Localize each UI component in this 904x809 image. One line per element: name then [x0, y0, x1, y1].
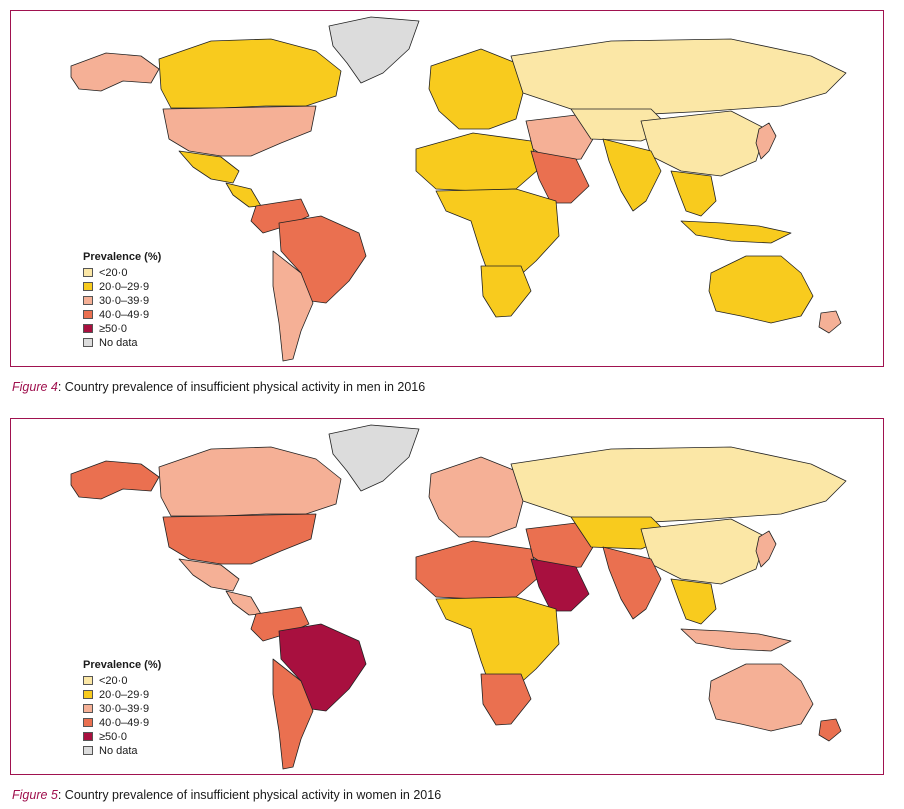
- figure-5-title: : Country prevalence of insufficient phy…: [57, 788, 442, 802]
- region-south-america-south: [272, 250, 314, 362]
- legend-item: ≥50·0: [83, 730, 193, 743]
- region-north-america: [178, 150, 240, 184]
- region-central-america: [225, 182, 262, 208]
- region-india: [602, 138, 662, 212]
- region-greenland: [328, 424, 420, 492]
- legend-item: 30·0–39·9: [83, 702, 193, 715]
- region-indonesia: [680, 628, 792, 652]
- map-panel-men: Prevalence (%) <20·0 20·0–29·9 30·0–39·9 40…: [10, 10, 884, 367]
- region-greenland: [328, 16, 420, 84]
- legend-item: ≥50·0: [83, 322, 193, 335]
- legend-swatch: [83, 310, 93, 319]
- region-new-zealand: [818, 718, 842, 742]
- region-alaska: [70, 52, 160, 92]
- legend-item: 20·0–29·9: [83, 280, 193, 293]
- region-alaska: [70, 460, 160, 500]
- region-southeast-asia: [670, 578, 717, 625]
- region-brazil: [278, 623, 367, 712]
- figure-5-caption: Figure 5: Country prevalence of insuffic…: [12, 788, 441, 802]
- legend-label: <20·0: [99, 674, 128, 687]
- legend-swatch: [83, 324, 93, 333]
- region-north-america: [178, 558, 240, 592]
- legend-item: <20·0: [83, 266, 193, 279]
- legend-item: 30·0–39·9: [83, 294, 193, 307]
- region-canada: [158, 38, 342, 109]
- figure-5-label: Figure 5: [12, 788, 58, 802]
- legend-label: ≥50·0: [99, 322, 128, 335]
- legend-label: No data: [99, 336, 138, 349]
- map-panel-women: Prevalence (%) <20·0 20·0–29·9 30·0–39·9 40…: [10, 418, 884, 775]
- region-north-africa: [415, 132, 540, 192]
- region-north-africa: [415, 540, 540, 600]
- legend-swatch: [83, 268, 93, 277]
- legend-swatch: [83, 732, 93, 741]
- legend-item: 40·0–49·9: [83, 308, 193, 321]
- legend-label: 20·0–29·9: [99, 688, 150, 701]
- region-south-america-south: [272, 658, 314, 770]
- region-new-zealand: [818, 310, 842, 334]
- region-usa: [162, 513, 317, 565]
- region-japan: [755, 122, 777, 160]
- region-australia: [708, 255, 814, 324]
- legend-swatch: [83, 282, 93, 291]
- legend-label: <20·0: [99, 266, 128, 279]
- legend-label: ≥50·0: [99, 730, 128, 743]
- figure-4-title: : Country prevalence of insufficient phy…: [57, 380, 426, 394]
- figure-4-label: Figure 4: [12, 380, 58, 394]
- legend-title: Prevalence (%): [83, 659, 162, 671]
- region-south-africa: [480, 673, 532, 726]
- legend-item: <20·0: [83, 674, 193, 687]
- region-russia: [510, 38, 847, 116]
- region-usa: [162, 105, 317, 157]
- legend-title: Prevalence (%): [83, 251, 162, 263]
- region-central-america: [225, 590, 262, 616]
- region-australia: [708, 663, 814, 732]
- legend-swatch: [83, 338, 93, 347]
- legend-men: Prevalence (%) <20·0 20·0–29·9 30·0–39·9 40…: [83, 251, 193, 350]
- legend-label: 40·0–49·9: [99, 308, 150, 321]
- legend-swatch: [83, 296, 93, 305]
- region-india: [602, 546, 662, 620]
- legend-label: 20·0–29·9: [99, 280, 150, 293]
- region-arabia: [530, 558, 590, 612]
- legend-label: 30·0–39·9: [99, 294, 150, 307]
- legend-label: 30·0–39·9: [99, 702, 150, 715]
- legend-label: No data: [99, 744, 138, 757]
- region-southeast-asia: [670, 170, 717, 217]
- legend-item: 40·0–49·9: [83, 716, 193, 729]
- legend-swatch: [83, 718, 93, 727]
- legend-item: 20·0–29·9: [83, 688, 193, 701]
- region-canada: [158, 446, 342, 517]
- region-china: [640, 110, 767, 177]
- legend-item: No data: [83, 744, 193, 757]
- region-south-africa: [480, 265, 532, 318]
- region-europe: [428, 48, 524, 130]
- legend-item: No data: [83, 336, 193, 349]
- legend-swatch: [83, 690, 93, 699]
- region-japan: [755, 530, 777, 568]
- legend-swatch: [83, 746, 93, 755]
- region-indonesia: [680, 220, 792, 244]
- world-map-women: [70, 424, 847, 770]
- legend-label: 40·0–49·9: [99, 716, 150, 729]
- region-russia: [510, 446, 847, 524]
- legend-swatch: [83, 676, 93, 685]
- legend-women: Prevalence (%) <20·0 20·0–29·9 30·0–39·9 40…: [83, 659, 193, 758]
- world-map-men: [70, 16, 847, 362]
- legend-swatch: [83, 704, 93, 713]
- figure-4-caption: Figure 4: Country prevalence of insuffic…: [12, 380, 425, 394]
- region-brazil: [278, 215, 367, 304]
- region-europe: [428, 456, 524, 538]
- region-china: [640, 518, 767, 585]
- region-arabia: [530, 150, 590, 204]
